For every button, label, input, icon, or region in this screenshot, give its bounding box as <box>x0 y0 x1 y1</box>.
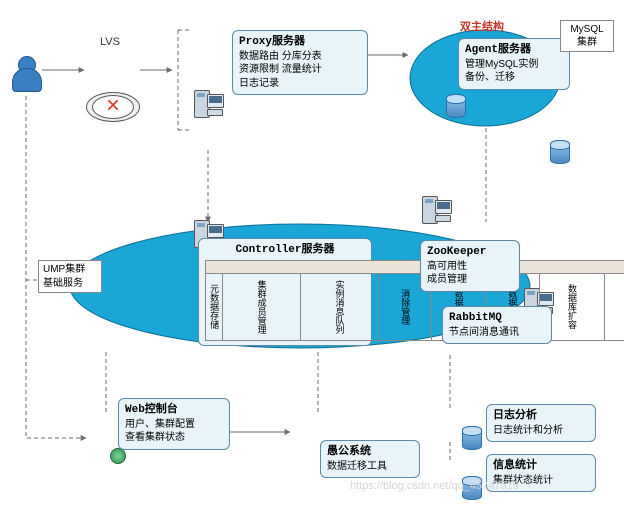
controller-title: Controller服务器 <box>205 243 365 258</box>
proxy-line: 日志记录 <box>239 77 361 91</box>
yugong-title: 愚公系统 <box>327 445 413 460</box>
agent-line: 备份、迁移 <box>465 71 563 85</box>
log-title: 日志分析 <box>493 409 589 424</box>
globe-icon <box>110 448 126 464</box>
lvs-router-icon: ✕ <box>86 92 140 122</box>
info-title: 信息统计 <box>493 459 589 474</box>
rabbitmq-title: RabbitMQ <box>449 311 545 326</box>
proxy-panel: Proxy服务器 数据路由 分库分表 资源限制 流量统计 日志记录 <box>232 30 368 95</box>
proxy-server-1-icon <box>190 90 224 132</box>
user-icon <box>10 56 42 92</box>
log-db-icon <box>462 426 482 450</box>
proxy-line: 资源限制 流量统计 <box>239 63 361 77</box>
proxy-line: 数据路由 分库分表 <box>239 50 361 64</box>
web-title: Web控制台 <box>125 403 223 418</box>
web-panel: Web控制台 用户、集群配置 查看集群状态 <box>118 398 230 450</box>
agent-panel: Agent服务器 管理MySQL实例 备份、迁移 <box>458 38 570 90</box>
zookeeper-title: ZooKeeper <box>427 245 513 260</box>
agent-badge: 双主结构 <box>460 18 504 34</box>
ump-box: UMP集群 基础服务 <box>38 260 102 293</box>
watermark: https://blog.csdn.net/qq_45747519 <box>350 480 519 492</box>
mysql-cluster-box: MySQL 集群 <box>560 20 614 52</box>
lvs-label: LVS <box>100 36 120 48</box>
proxy-title: Proxy服务器 <box>239 35 361 50</box>
log-panel: 日志分析 日志统计和分析 <box>486 404 596 442</box>
rabbitmq-panel: RabbitMQ 节点间消息通讯 <box>442 306 552 344</box>
zookeeper-panel: ZooKeeper 高可用性 成员管理 <box>420 240 520 292</box>
agent-line: 管理MySQL实例 <box>465 58 563 72</box>
agent-db-1-icon <box>446 94 466 118</box>
api-table: API 元数据存储 集群成员管理 实例消息队列 消除管理 数据恢复 数据备份 数… <box>205 260 624 341</box>
agent-title: Agent服务器 <box>465 43 563 58</box>
agent-db-2-icon <box>550 140 570 164</box>
api-header: API <box>206 260 624 273</box>
agent-server-1-icon <box>418 196 452 238</box>
yugong-panel: 愚公系统 数据迁移工具 <box>320 440 420 478</box>
controller-panel: Controller服务器 API 元数据存储 集群成员管理 实例消息队列 消除… <box>198 238 372 346</box>
